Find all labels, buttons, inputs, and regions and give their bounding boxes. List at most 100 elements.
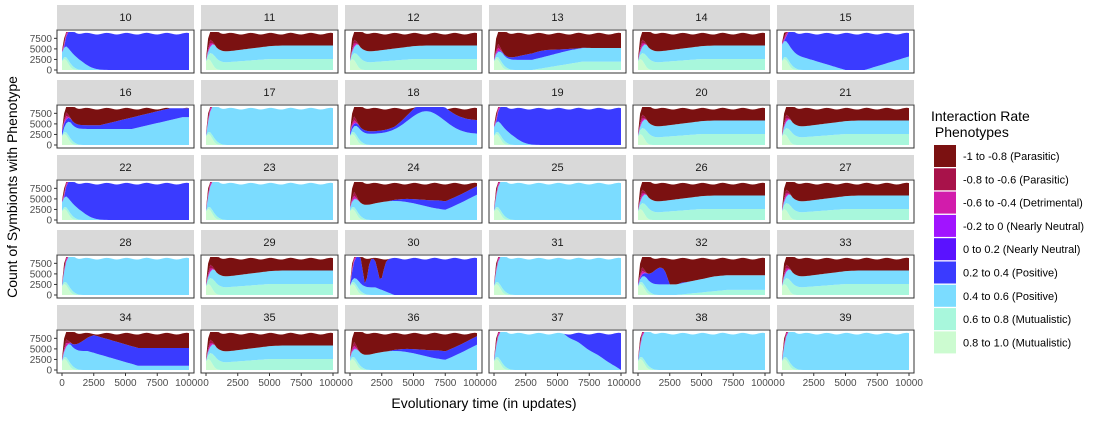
y-tick-label: 2500: [30, 130, 53, 141]
area-series-6: [206, 344, 333, 363]
facet-strip: [633, 305, 770, 329]
area-series-6: [206, 182, 333, 220]
facet-strip: [633, 155, 770, 179]
panel-border: [776, 29, 915, 74]
facet-panel: 15: [776, 5, 915, 74]
legend-item: 0.2 to 0.4 (Positive): [934, 261, 1058, 284]
legend-item: 0.6 to 0.8 (Mutualistic): [934, 308, 1071, 331]
area-series-5: [782, 32, 909, 70]
area-series-7: [62, 57, 189, 70]
facet-strip: [489, 155, 626, 179]
area-series-7: [782, 128, 909, 145]
facet-label: 33: [839, 237, 851, 249]
facet-strip: [201, 230, 338, 254]
x-tick-label: 2500: [83, 378, 106, 389]
y-tick-label: 5000: [30, 194, 53, 205]
area-series-6: [782, 119, 909, 138]
x-tick-label: 2500: [659, 378, 682, 389]
area-series-5: [62, 182, 189, 220]
x-tick-label: 5000: [114, 378, 137, 389]
y-tick-label: 5000: [30, 44, 53, 55]
facet-panel: 32: [632, 230, 771, 299]
area-series-0: [494, 32, 621, 59]
area-series-7: [782, 278, 909, 295]
x-tick-label: 0: [635, 378, 641, 389]
x-tick-label: 7500: [434, 378, 457, 389]
area-series-7: [206, 353, 333, 370]
facet-label: 20: [695, 87, 707, 99]
x-tick-label: 10000: [895, 378, 923, 389]
x-tick-label: 7500: [866, 378, 889, 389]
y-tick-label: 7500: [30, 109, 53, 120]
panel-border: [776, 179, 915, 224]
facet-label: 12: [407, 12, 419, 24]
legend-swatch: [934, 145, 956, 167]
legend-label: 0 to 0.2 (Nearly Neutral): [963, 244, 1080, 256]
panel-border: [776, 104, 915, 149]
legend-title-line1: Interaction Rate: [931, 108, 1030, 124]
panel-border: [632, 254, 771, 299]
facet-strip: [777, 305, 914, 329]
area-series-7: [494, 357, 621, 370]
area-series-6: [782, 269, 909, 288]
facet-label: 13: [551, 12, 563, 24]
facet-label: 30: [407, 237, 419, 249]
area-series-7: [206, 207, 333, 220]
area-series-0: [62, 107, 189, 131]
facet-panel: 18: [344, 80, 483, 149]
legend-label: -0.8 to -0.6 (Parasitic): [963, 174, 1069, 186]
legend-swatch: [934, 331, 956, 354]
y-tick-label: 0: [46, 216, 52, 227]
area-series-0: [206, 332, 333, 360]
legend-swatch: [934, 214, 956, 237]
area-series-6: [62, 117, 189, 145]
facet-strip: [345, 230, 482, 254]
area-series-6: [350, 194, 477, 220]
legend-label: 0.6 to 0.8 (Mutualistic): [963, 314, 1071, 326]
area-series-7: [638, 357, 765, 370]
area-series-7: [494, 132, 621, 145]
area-series-0: [638, 32, 765, 60]
facet-strip: [345, 155, 482, 179]
facet-label: 28: [119, 237, 131, 249]
facet-label: 15: [839, 12, 851, 24]
x-tick-label: 7500: [578, 378, 601, 389]
x-tick-label: 7500: [290, 378, 313, 389]
area-series-7: [494, 207, 621, 220]
area-series-7: [638, 53, 765, 70]
facet-panel: 33: [776, 230, 915, 299]
legend-swatch: [934, 168, 956, 191]
facet-label: 26: [695, 162, 707, 174]
x-tick-label: 2500: [515, 378, 538, 389]
panel-border: [56, 179, 195, 224]
facet-strip: [57, 80, 194, 104]
facet-label: 35: [263, 312, 275, 324]
facet-label: 39: [839, 312, 851, 324]
facet-label: 10: [119, 12, 131, 24]
x-tick-label: 10000: [175, 378, 203, 389]
facet-strip: [201, 155, 338, 179]
area-series-0: [350, 257, 477, 285]
area-series-0: [638, 182, 765, 210]
area-series-5: [350, 107, 477, 136]
area-series-7: [350, 207, 477, 220]
area-series-6: [494, 332, 621, 370]
area-series-0: [638, 257, 765, 285]
x-tick-label: 0: [491, 378, 497, 389]
legend-label: 0.4 to 0.6 (Positive): [963, 291, 1058, 303]
facet-strip: [489, 305, 626, 329]
legend: Interaction Rate Phenotypes -1 to -0.8 (P…: [931, 108, 1084, 354]
facet-label: 29: [263, 237, 275, 249]
area-series-0: [350, 182, 477, 207]
y-tick-label: 7500: [30, 334, 53, 345]
y-tick-label: 2500: [30, 355, 53, 366]
area-series-7: [206, 132, 333, 145]
facet-panel: 12: [344, 5, 483, 74]
y-tick-label: 2500: [30, 205, 53, 216]
area-series-7: [350, 53, 477, 70]
panel-border: [56, 104, 195, 149]
panel-border: [632, 179, 771, 224]
